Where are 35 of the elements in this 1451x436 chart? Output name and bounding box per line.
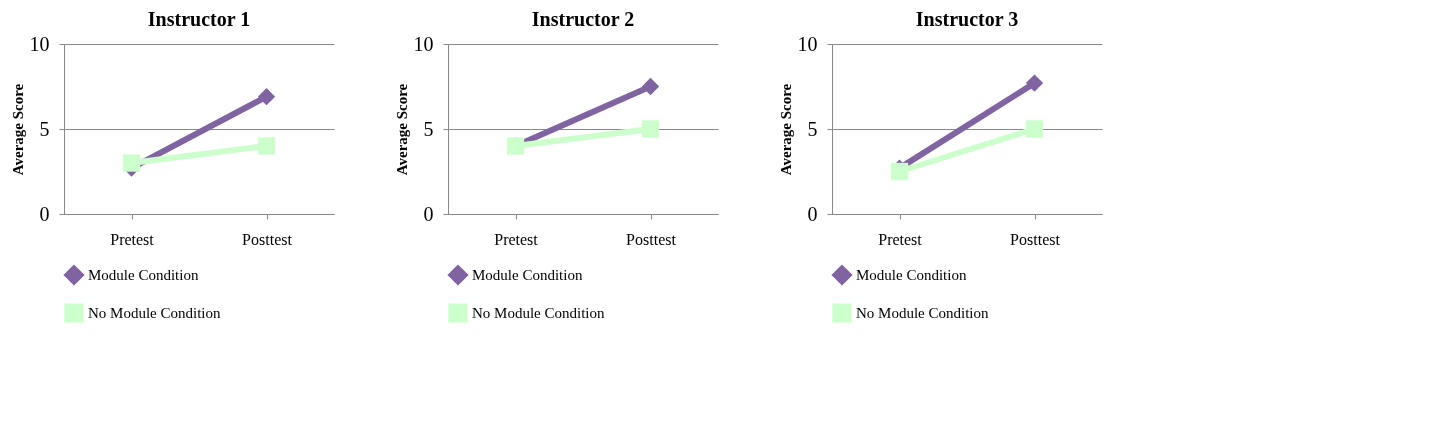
x-tick-label: Pretest — [494, 230, 539, 248]
chart-title: Instructor 1 — [147, 8, 251, 30]
x-tick-label: Pretest — [878, 230, 923, 248]
y-tick-label: 10 — [29, 32, 50, 55]
point — [1025, 74, 1044, 92]
chart-title: Instructor 3 — [915, 8, 1019, 30]
point — [122, 154, 141, 172]
point — [257, 137, 276, 155]
y-tick-label: 0 — [423, 202, 434, 225]
point — [257, 88, 276, 106]
y-tick-label: 0 — [807, 202, 818, 225]
legend-label: Module Condition — [472, 267, 583, 283]
legend-label: No Module Condition — [472, 305, 605, 321]
legend-label: No Module Condition — [856, 305, 989, 321]
x-tick-label: Posttest — [242, 230, 293, 248]
y-tick-label: 10 — [797, 32, 818, 55]
legend-label: Module Condition — [88, 267, 199, 283]
chart-title: Instructor 2 — [531, 8, 635, 30]
y-axis-title: Average Score — [393, 83, 410, 176]
y-tick-label: 5 — [807, 117, 818, 140]
legend-label: Module Condition — [856, 267, 967, 283]
y-axis-title: Average Score — [777, 83, 794, 176]
x-tick-label: Pretest — [110, 230, 155, 248]
x-tick-label: Posttest — [1010, 230, 1061, 248]
y-tick-label: 5 — [423, 117, 434, 140]
point — [641, 120, 660, 138]
point — [1025, 120, 1044, 138]
y-tick-label: 5 — [39, 117, 50, 140]
legend-label: No Module Condition — [88, 305, 221, 321]
point — [890, 162, 909, 181]
y-axis-title: Average Score — [9, 83, 26, 176]
y-tick-label: 0 — [39, 202, 50, 225]
point — [641, 77, 660, 96]
y-tick-label: 10 — [413, 32, 434, 55]
x-tick-label: Posttest — [626, 230, 677, 248]
